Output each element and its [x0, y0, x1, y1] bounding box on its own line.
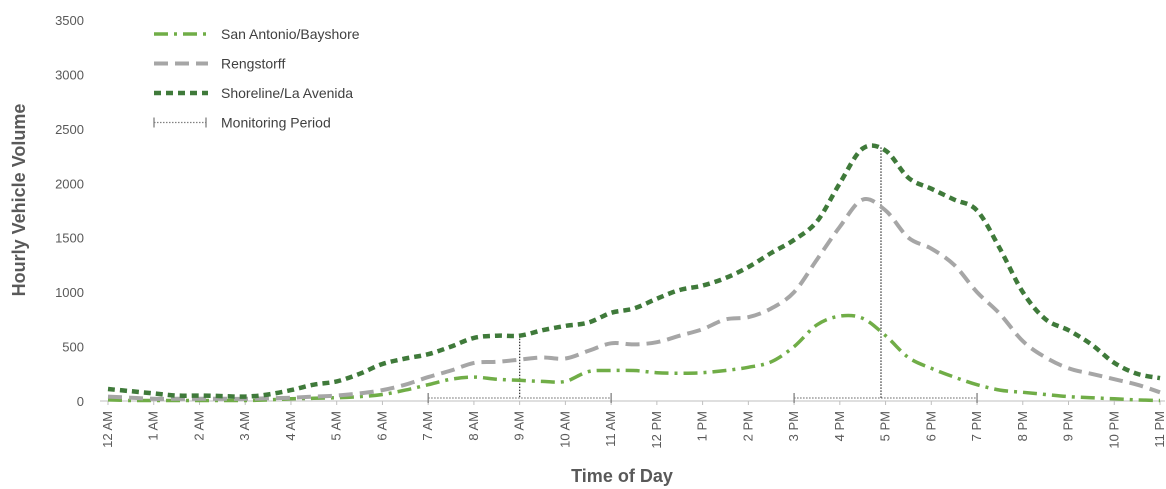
x-tick-label: 6 AM: [374, 411, 389, 441]
x-tick-label: 11 PM: [1152, 411, 1166, 448]
x-axis-ticks: 12 AM 1 AM 2 AM 3 AM 4 AM 5 AM 6 AM 7 AM 8 AM 9 A…: [100, 401, 1166, 449]
x-tick-label: 10 PM: [1106, 411, 1121, 449]
y-tick-label: 2000: [55, 176, 84, 191]
y-tick-label: 500: [62, 340, 84, 355]
series-lines: [108, 145, 1160, 400]
monitoring-periods: [428, 147, 977, 403]
x-tick-label: 3 PM: [786, 411, 801, 441]
x-tick-label: 4 PM: [832, 411, 847, 441]
x-tick-label: 3 AM: [237, 411, 252, 441]
x-tick-label: 12 PM: [649, 411, 664, 449]
y-tick-label: 1000: [55, 285, 84, 300]
x-tick-label: 2 AM: [191, 411, 206, 441]
legend-label: Monitoring Period: [221, 115, 331, 131]
x-tick-label: 4 AM: [283, 411, 298, 441]
y-tick-label: 3000: [55, 67, 84, 82]
series-line-shoreline-la-avenida: [108, 145, 1160, 396]
x-tick-label: 11 AM: [603, 411, 618, 447]
legend: San Antonio/Bayshore Rengstorff Shoreline/…: [154, 26, 360, 131]
x-tick-label: 7 AM: [420, 411, 435, 441]
x-tick-label: 10 AM: [557, 411, 572, 448]
x-tick-label: 9 AM: [512, 411, 527, 441]
y-tick-label: 3500: [55, 13, 84, 28]
x-axis-title: Time of Day: [571, 466, 673, 486]
x-tick-label: 2 PM: [740, 411, 755, 441]
x-tick-label: 1 PM: [695, 411, 710, 441]
y-tick-label: 1500: [55, 231, 84, 246]
y-tick-label: 0: [77, 394, 84, 409]
y-tick-label: 2500: [55, 122, 84, 137]
x-tick-label: 5 PM: [878, 411, 893, 441]
legend-label: Rengstorff: [221, 56, 285, 72]
x-tick-label: 12 AM: [100, 411, 115, 448]
y-axis-ticks: 0 500 1000 1500 2000 2500 3000 3500: [55, 13, 84, 409]
series-line-san-antonio-bayshore: [108, 315, 1160, 400]
x-tick-label: 8 AM: [466, 411, 481, 441]
y-axis-title: Hourly Vehicle Volume: [9, 104, 29, 297]
x-tick-label: 9 PM: [1061, 411, 1076, 441]
x-tick-label: 6 PM: [923, 411, 938, 441]
x-tick-label: 8 PM: [1015, 411, 1030, 441]
legend-label: Shoreline/La Avenida: [221, 85, 353, 101]
legend-label: San Antonio/Bayshore: [221, 26, 360, 42]
x-tick-label: 5 AM: [329, 411, 344, 441]
x-tick-label: 7 PM: [969, 411, 984, 441]
x-tick-label: 1 AM: [146, 411, 161, 441]
